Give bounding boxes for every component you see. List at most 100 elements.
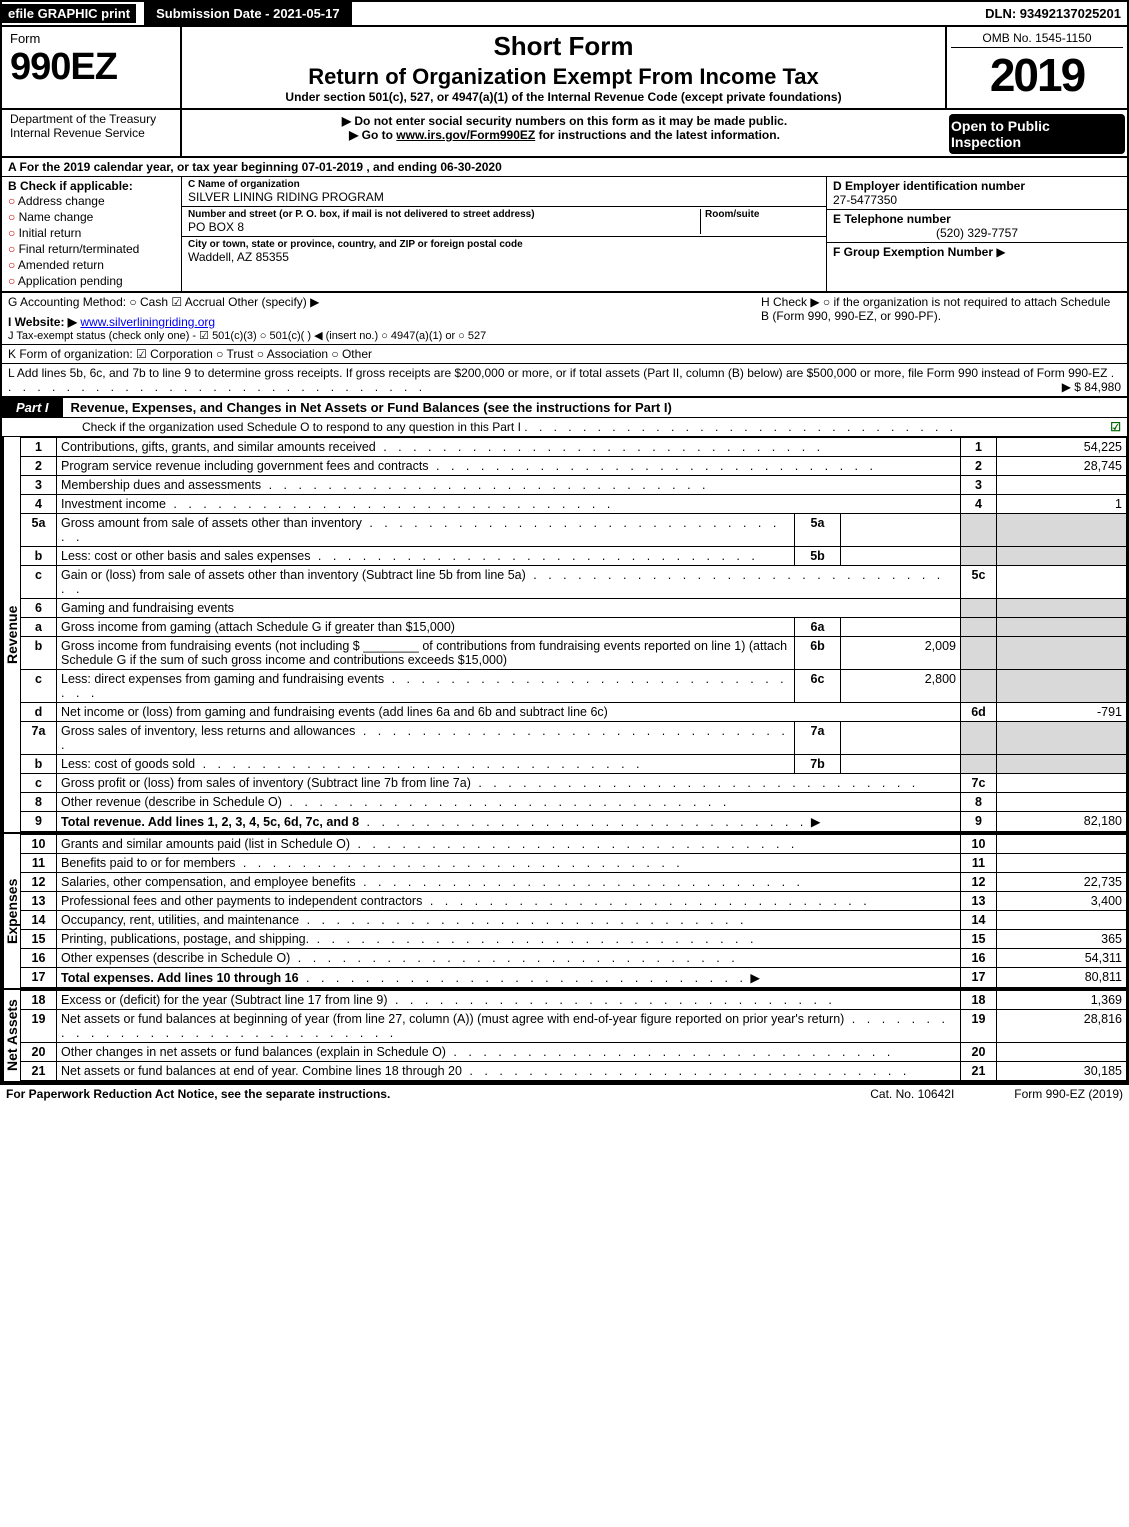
no-ssn-note: Do not enter social security numbers on … (186, 114, 943, 128)
line-desc: Less: cost of goods sold (57, 755, 795, 774)
line-amount (997, 793, 1127, 812)
line-desc: Gain or (loss) from sale of assets other… (57, 566, 961, 599)
shaded-cell (997, 599, 1127, 618)
efile-badge[interactable]: efile GRAPHIC print (2, 4, 136, 23)
row-g: G Accounting Method: ○ Cash ☑ Accrual Ot… (8, 295, 761, 315)
form-word: Form (10, 31, 172, 46)
line-desc: Gross profit or (loss) from sales of inv… (57, 774, 961, 793)
line-desc: Professional fees and other payments to … (57, 892, 961, 911)
mid-ref: 7a (795, 722, 841, 755)
line-desc: Grants and similar amounts paid (list in… (57, 835, 961, 854)
chk-application-pending[interactable]: Application pending (8, 273, 175, 289)
line-num: 13 (21, 892, 57, 911)
line-amount (997, 566, 1127, 599)
line-num: 3 (21, 476, 57, 495)
line-num: c (21, 774, 57, 793)
line-desc: Total expenses. Add lines 10 through 16 (57, 968, 961, 988)
line-amount: 22,735 (997, 873, 1127, 892)
table-row: 16Other expenses (describe in Schedule O… (21, 949, 1127, 968)
line-num: 10 (21, 835, 57, 854)
schedule-o-checkbox[interactable] (1110, 420, 1121, 434)
irs-label: Internal Revenue Service (10, 126, 145, 140)
expenses-section: Expenses 10Grants and similar amounts pa… (2, 832, 1127, 988)
shaded-cell (997, 637, 1127, 670)
net-assets-section: Net Assets 18Excess or (deficit) for the… (2, 988, 1127, 1081)
table-row: 15Printing, publications, postage, and s… (21, 930, 1127, 949)
line-num: 20 (21, 1043, 57, 1062)
irs-link[interactable]: www.irs.gov/Form990EZ (396, 128, 535, 142)
line-ref: 20 (961, 1043, 997, 1062)
line-num: 8 (21, 793, 57, 812)
line-num: a (21, 618, 57, 637)
chk-amended-return[interactable]: Amended return (8, 257, 175, 273)
header-right: OMB No. 1545-1150 2019 (947, 27, 1127, 108)
line-num: c (21, 566, 57, 599)
line-desc: Membership dues and assessments (57, 476, 961, 495)
line-ref: 16 (961, 949, 997, 968)
box-c: C Name of organization SILVER LINING RID… (182, 177, 827, 291)
table-row: 2Program service revenue including gover… (21, 457, 1127, 476)
line-ref: 3 (961, 476, 997, 495)
line-num: 7a (21, 722, 57, 755)
line-amount: 54,311 (997, 949, 1127, 968)
dept-treasury: Department of the Treasury Internal Reve… (2, 110, 182, 156)
mid-ref: 7b (795, 755, 841, 774)
shaded-cell (961, 547, 997, 566)
mid-ref: 5a (795, 514, 841, 547)
line-amount (997, 476, 1127, 495)
form-header: Form 990EZ Short Form Return of Organiza… (2, 27, 1127, 110)
line-desc: Printing, publications, postage, and shi… (57, 930, 961, 949)
line-desc: Net assets or fund balances at beginning… (57, 1010, 961, 1043)
box-d-label: D Employer identification number (833, 179, 1025, 193)
shaded-cell (997, 618, 1127, 637)
box-def: D Employer identification number 27-5477… (827, 177, 1127, 291)
table-row: 8Other revenue (describe in Schedule O)8 (21, 793, 1127, 812)
line-amount: -791 (997, 703, 1127, 722)
mid-amount (841, 514, 961, 547)
table-row: cGross profit or (loss) from sales of in… (21, 774, 1127, 793)
line-num: c (21, 670, 57, 703)
line-amount: 28,745 (997, 457, 1127, 476)
chk-address-change[interactable]: Address change (8, 193, 175, 209)
line-desc: Investment income (57, 495, 961, 514)
line-num: b (21, 755, 57, 774)
chk-initial-return[interactable]: Initial return (8, 225, 175, 241)
line-amount: 30,185 (997, 1062, 1127, 1081)
footer-left: For Paperwork Reduction Act Notice, see … (6, 1087, 870, 1101)
form-number: 990EZ (10, 46, 172, 89)
table-row: 3Membership dues and assessments3 (21, 476, 1127, 495)
mid-amount: 2,009 (841, 637, 961, 670)
arrow-icon: ▶ (996, 245, 1005, 259)
table-row: 18Excess or (deficit) for the year (Subt… (21, 991, 1127, 1010)
net-assets-vertical-label: Net Assets (2, 990, 20, 1081)
go-to-pre: Go to (362, 128, 397, 142)
row-j: J Tax-exempt status (check only one) - ☑… (8, 329, 761, 342)
line-desc: Other expenses (describe in Schedule O) (57, 949, 961, 968)
shaded-cell (997, 514, 1127, 547)
shaded-cell (961, 514, 997, 547)
mid-amount (841, 722, 961, 755)
part-i-check-note-row: Check if the organization used Schedule … (2, 418, 1127, 437)
footer-form: Form 990-EZ (2019) (1014, 1087, 1123, 1101)
line-ref: 13 (961, 892, 997, 911)
line-ref: 17 (961, 968, 997, 988)
short-form-title: Short Form (190, 31, 937, 62)
shaded-cell (997, 547, 1127, 566)
box-c-street-label: Number and street (or P. O. box, if mail… (188, 209, 700, 220)
line-ref: 5c (961, 566, 997, 599)
phone-value: (520) 329-7757 (833, 226, 1121, 240)
line-amount (997, 1043, 1127, 1062)
chk-final-return[interactable]: Final return/terminated (8, 241, 175, 257)
table-row: 13Professional fees and other payments t… (21, 892, 1127, 911)
line-num: 11 (21, 854, 57, 873)
website-link[interactable]: www.silverliningriding.org (80, 315, 215, 329)
dept-label: Department of the Treasury (10, 112, 156, 126)
line-ref: 15 (961, 930, 997, 949)
go-to-note: Go to www.irs.gov/Form990EZ for instruct… (186, 128, 943, 142)
form-container: efile GRAPHIC print Submission Date - 20… (0, 0, 1129, 1083)
line-num: 9 (21, 812, 57, 832)
chk-name-change[interactable]: Name change (8, 209, 175, 225)
line-desc: Gross amount from sale of assets other t… (57, 514, 795, 547)
line-ref: 4 (961, 495, 997, 514)
revenue-vertical-label: Revenue (2, 437, 20, 832)
